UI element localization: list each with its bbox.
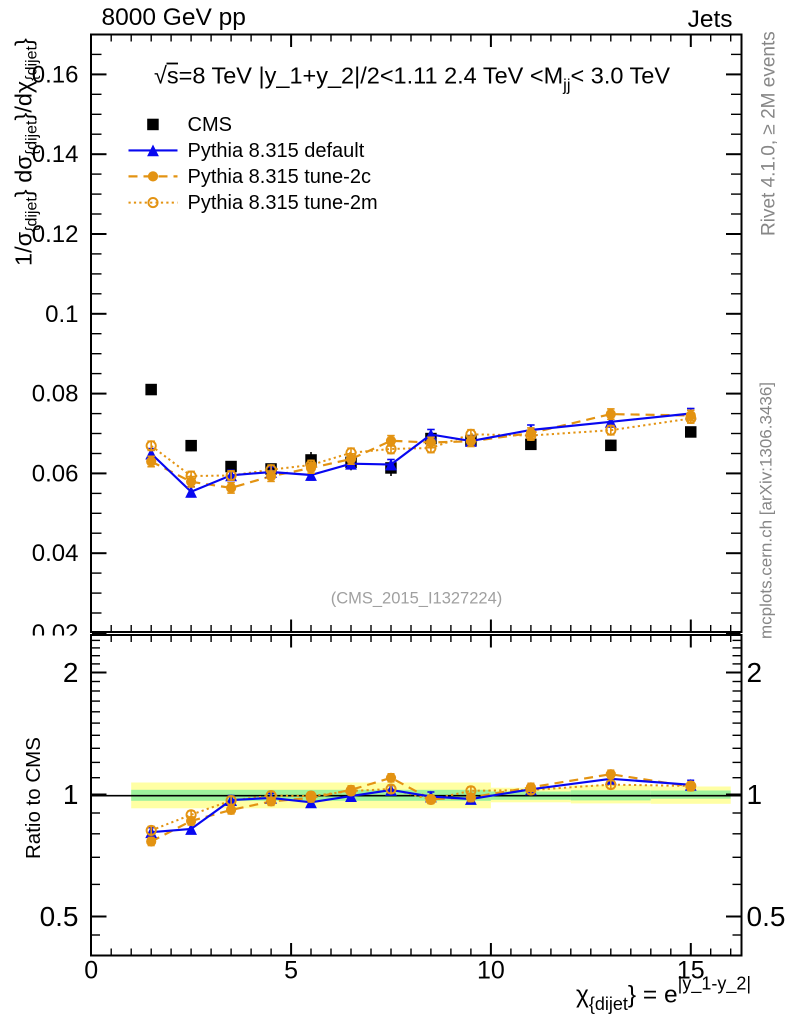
svg-text:5: 5 <box>284 957 298 985</box>
svg-text:Pythia 8.315 tune-2c: Pythia 8.315 tune-2c <box>188 166 371 188</box>
svg-text:Pythia 8.315 default: Pythia 8.315 default <box>188 140 365 162</box>
svg-text:1: 1 <box>747 779 763 810</box>
svg-text:Ratio to CMS: Ratio to CMS <box>22 737 45 859</box>
svg-text:15: 15 <box>677 957 705 985</box>
svg-text:Pythia 8.315 tune-2m: Pythia 8.315 tune-2m <box>188 192 378 214</box>
svg-text:Jets: Jets <box>688 6 733 33</box>
svg-text:0.1: 0.1 <box>45 301 78 328</box>
svg-text:1: 1 <box>63 779 79 810</box>
svg-text:Rivet 4.1.0, ≥ 2M events: Rivet 4.1.0, ≥ 2M events <box>759 31 780 236</box>
svg-text:mcplots.cern.ch [arXiv:1306.34: mcplots.cern.ch [arXiv:1306.3436] <box>757 382 776 639</box>
svg-text:0.02: 0.02 <box>32 620 79 647</box>
svg-text:0.5: 0.5 <box>40 901 79 932</box>
svg-text:0.16: 0.16 <box>32 61 79 88</box>
svg-text:CMS: CMS <box>188 114 232 136</box>
svg-text:2: 2 <box>63 657 79 688</box>
svg-text:0.08: 0.08 <box>32 381 79 408</box>
svg-text:0.14: 0.14 <box>32 141 79 168</box>
svg-text:0.06: 0.06 <box>32 460 79 487</box>
svg-text:8000 GeV pp: 8000 GeV pp <box>102 4 246 31</box>
svg-text:0.04: 0.04 <box>32 540 79 567</box>
svg-text:(CMS_2015_I1327224): (CMS_2015_I1327224) <box>331 590 503 608</box>
svg-text:10: 10 <box>477 957 505 985</box>
svg-text:0.12: 0.12 <box>32 221 79 248</box>
svg-text:0: 0 <box>84 957 98 985</box>
svg-text:2: 2 <box>747 657 763 688</box>
svg-text:0.5: 0.5 <box>747 901 786 932</box>
